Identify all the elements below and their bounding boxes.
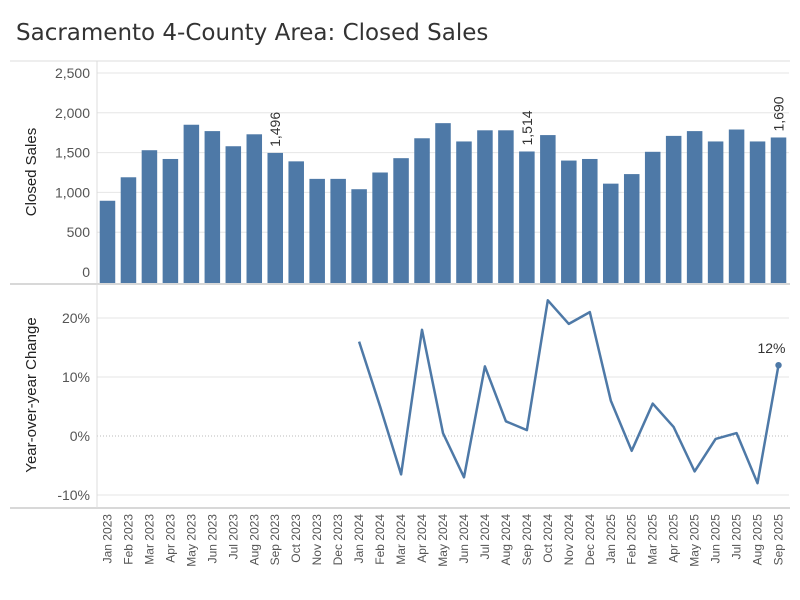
bar (456, 141, 472, 283)
bar (351, 189, 367, 283)
line-end-point (775, 362, 782, 369)
bar-data-label: 1,496 (267, 112, 283, 147)
bar-y-tick-label: 2,500 (55, 65, 90, 81)
bar (602, 183, 619, 283)
bar (309, 178, 325, 283)
x-tick-label: Jan 2025 (604, 514, 618, 564)
bar (582, 158, 598, 283)
bar (749, 141, 766, 283)
line-grid (97, 317, 789, 496)
x-tick-label: Apr 2025 (667, 514, 681, 563)
x-tick-label: Sep 2025 (772, 514, 786, 566)
bar-y-tick-label: 1,000 (55, 184, 90, 200)
x-tick-label: Dec 2024 (583, 514, 597, 566)
bar (372, 172, 388, 283)
line-y-tick-label: 20% (62, 310, 90, 326)
page-title: Sacramento 4-County Area: Closed Sales (16, 20, 489, 46)
bar (707, 141, 724, 283)
x-tick-label: May 2025 (688, 514, 702, 567)
bar (540, 135, 556, 283)
x-tick-label: Jan 2023 (100, 514, 114, 564)
bar-data-labels: 1,496 1,514 1,690 (267, 96, 786, 147)
bar-y-tick-label: 2,000 (55, 105, 90, 121)
bar (120, 177, 137, 283)
x-tick-label: Jul 2023 (226, 514, 240, 560)
x-tick-label: Jan 2024 (352, 514, 366, 564)
bar (498, 130, 514, 283)
line-series (357, 299, 782, 485)
bar (225, 146, 242, 283)
bar (288, 161, 304, 283)
bar-y-tick-label: 500 (67, 224, 91, 240)
x-tick-label: Apr 2023 (163, 514, 177, 563)
x-tick-label: Mar 2024 (394, 514, 408, 565)
x-tick-label: Jun 2025 (709, 514, 723, 564)
x-tick-label: Nov 2023 (310, 514, 324, 566)
bar (435, 123, 451, 283)
yoy-line (357, 299, 780, 485)
bar (246, 134, 263, 283)
bar (267, 152, 284, 283)
bar (162, 158, 179, 283)
bar (644, 151, 661, 283)
x-tick-label: Dec 2023 (331, 514, 345, 566)
bar-data-label: 1,690 (771, 96, 787, 131)
x-tick-label: Aug 2025 (751, 514, 765, 566)
x-tick-label: Oct 2023 (289, 514, 303, 563)
x-tick-label: Jul 2024 (478, 514, 492, 560)
yoy-line-panel: 20% 10% 0% -10% 12% Year-over-year Change (23, 299, 789, 503)
bar (204, 131, 221, 283)
bar-y-axis-title: Closed Sales (23, 128, 40, 216)
line-y-tick-label: -10% (57, 487, 90, 503)
x-tick-label: Jun 2023 (205, 514, 219, 564)
bar (561, 160, 577, 283)
x-tick-label: Sep 2023 (268, 514, 282, 566)
line-y-tick-label: 10% (62, 369, 90, 385)
x-tick-label: Jun 2024 (457, 514, 471, 564)
bar (623, 174, 640, 283)
x-tick-label: Aug 2023 (247, 514, 261, 566)
bar (414, 138, 430, 283)
bar (99, 200, 116, 283)
x-tick-label: Feb 2023 (121, 514, 135, 565)
x-tick-label: Apr 2024 (415, 514, 429, 563)
x-tick-label: Nov 2024 (562, 514, 576, 566)
bar (477, 130, 493, 283)
bar (728, 129, 745, 283)
bar-data-label: 1,514 (519, 110, 535, 145)
bar (665, 135, 682, 283)
x-axis: Jan 2023 Feb 2023 Mar 2023 Apr 2023 May 2023… (100, 514, 785, 567)
x-tick-label: Aug 2024 (499, 514, 513, 566)
x-tick-label: Mar 2023 (142, 514, 156, 565)
bar-series (99, 123, 787, 284)
bar-y-tick-label: 0 (82, 264, 90, 280)
bar (686, 131, 703, 283)
line-y-tick-label: 0% (70, 428, 90, 444)
x-tick-label: Oct 2024 (541, 514, 555, 563)
bar (183, 124, 200, 284)
bar-y-tick-label: 1,500 (55, 145, 90, 161)
x-tick-label: May 2023 (184, 514, 198, 567)
chart-frame (10, 60, 790, 509)
bar (330, 178, 346, 283)
bar-y-axis: 2,500 2,000 1,500 1,000 500 0 (55, 65, 90, 280)
line-data-label: 12% (757, 340, 785, 356)
closed-sales-bar-panel: 2,500 2,000 1,500 1,000 500 0 1,496 1,514 1,690… (23, 65, 789, 284)
bar (141, 150, 158, 283)
x-tick-label: May 2024 (436, 514, 450, 567)
x-tick-label: Sep 2024 (520, 514, 534, 566)
x-tick-label: Feb 2025 (625, 514, 639, 565)
bar (393, 158, 409, 283)
x-tick-label: Feb 2024 (373, 514, 387, 565)
line-y-axis-title: Year-over-year Change (23, 317, 40, 472)
line-data-labels: 12% (757, 340, 785, 356)
bar (519, 151, 535, 283)
x-tick-label: Jul 2025 (730, 514, 744, 560)
line-y-axis: 20% 10% 0% -10% (57, 310, 90, 503)
x-tick-label: Mar 2025 (646, 514, 660, 565)
bar (770, 137, 787, 283)
